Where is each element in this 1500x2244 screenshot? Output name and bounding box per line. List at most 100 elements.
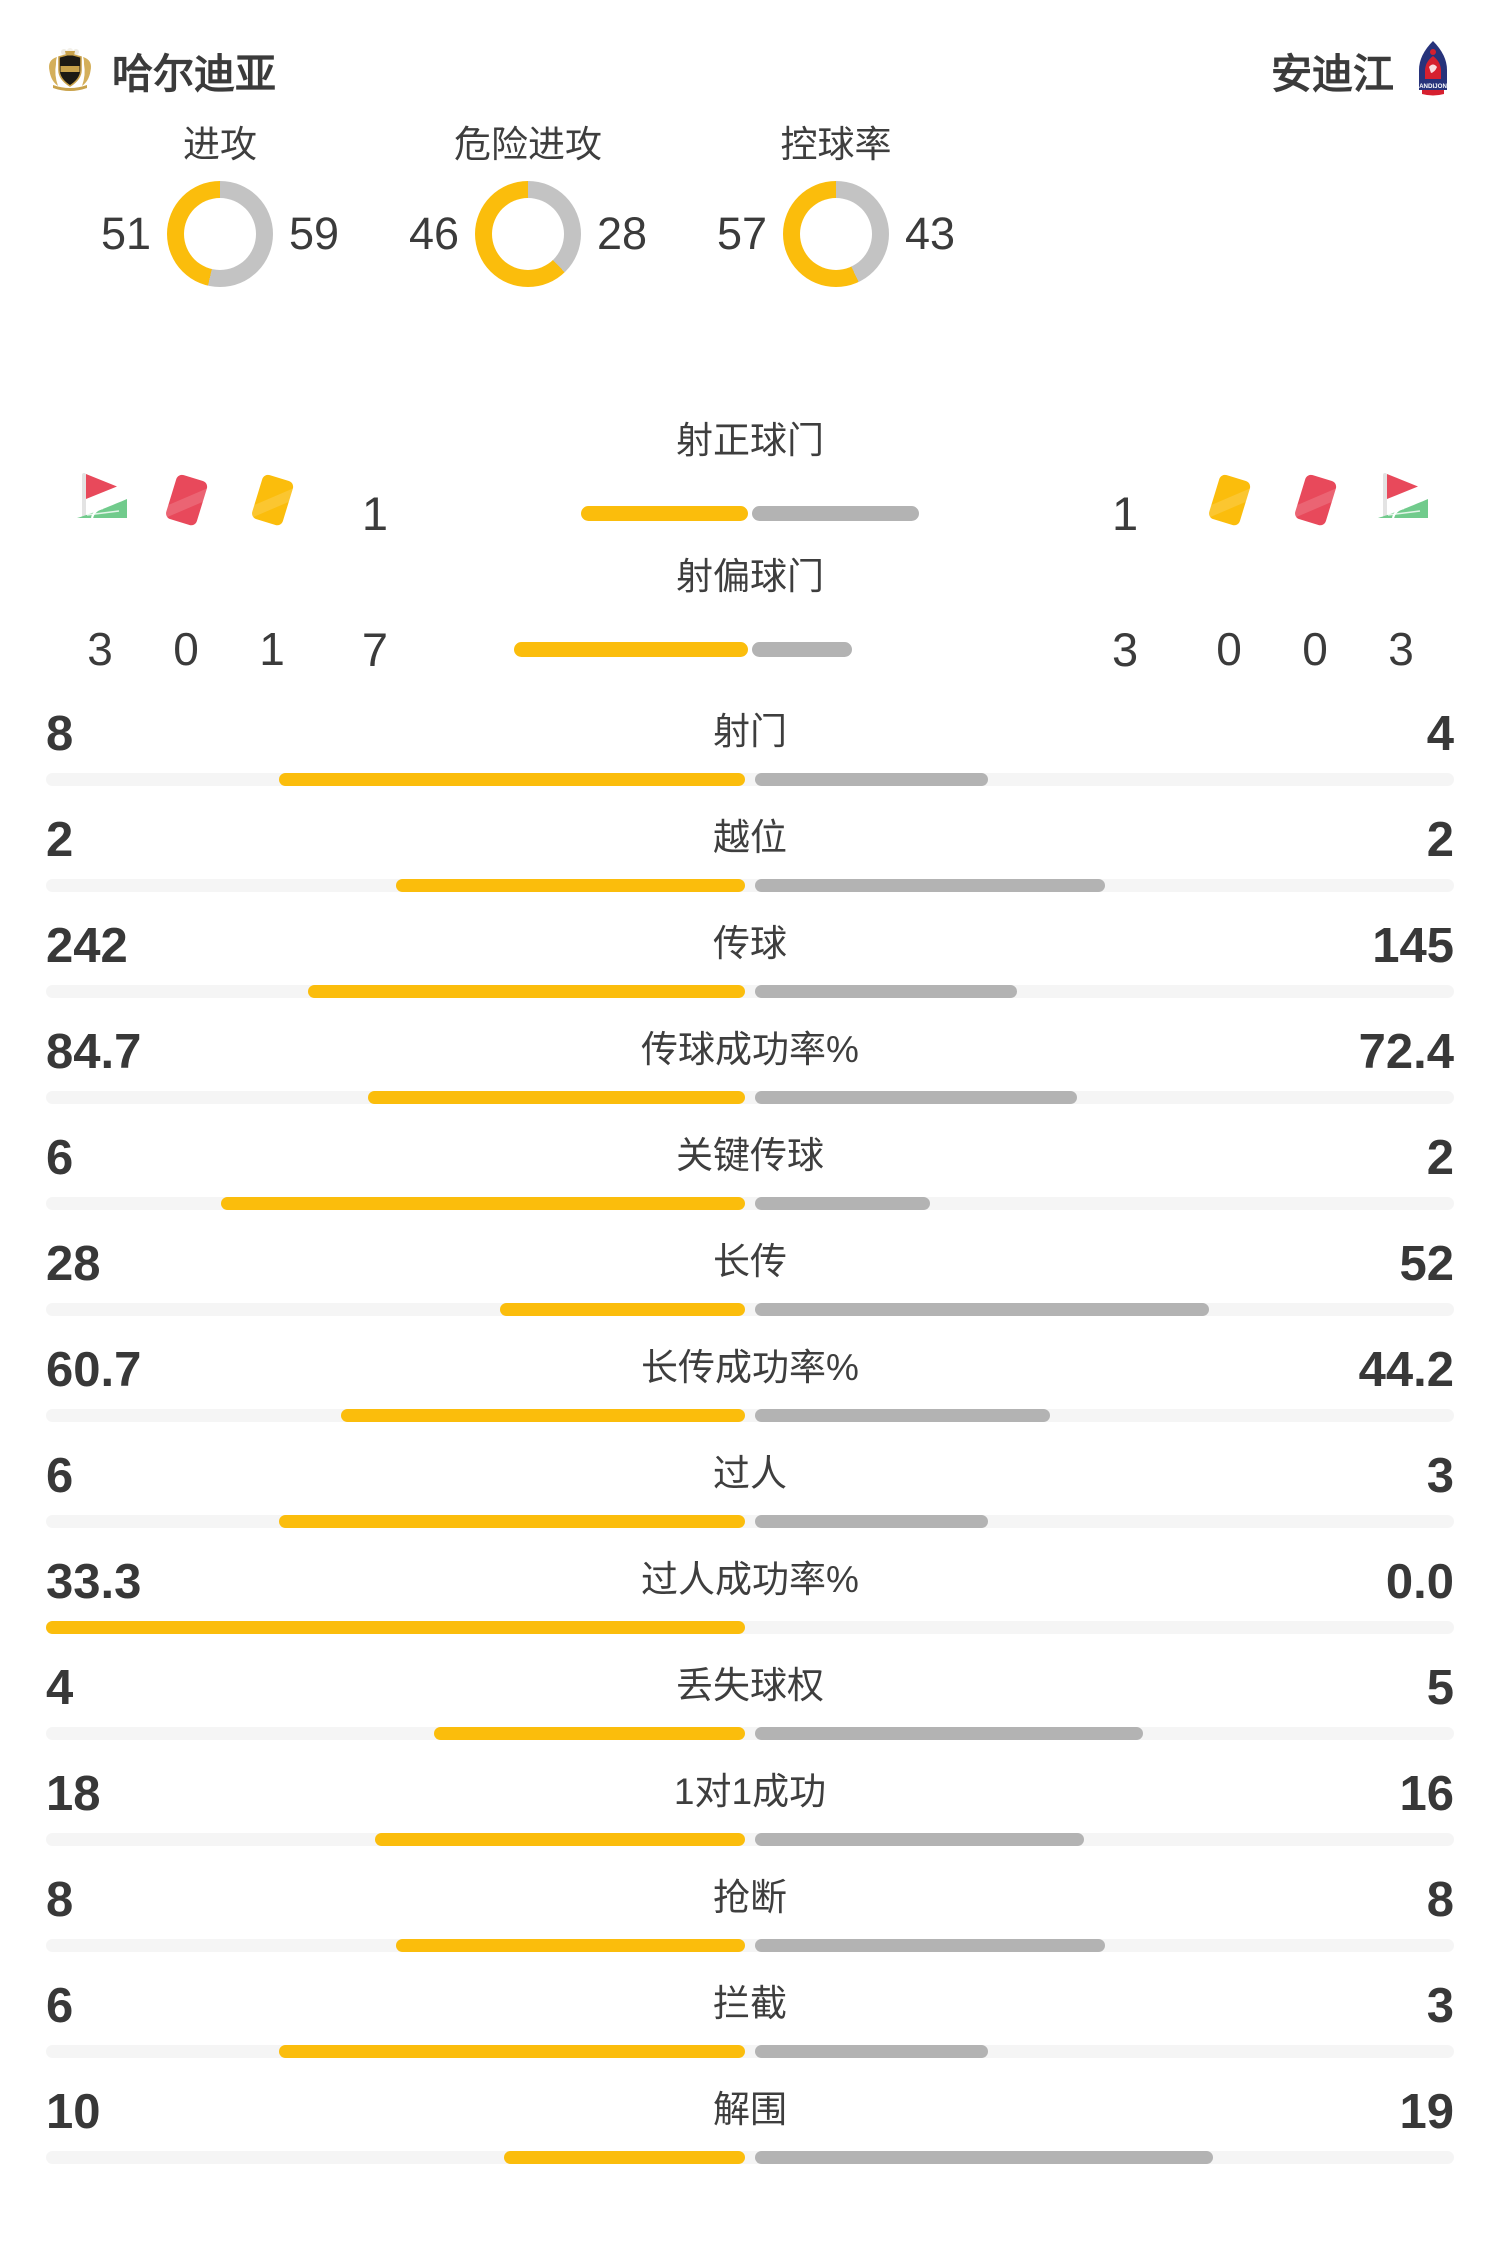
away-stat-bar bbox=[755, 2151, 1213, 2164]
away-stat-value: 72.4 bbox=[1358, 1024, 1454, 1079]
donut-ring bbox=[475, 181, 581, 287]
shots-bar bbox=[414, 505, 1086, 521]
stat-head: 6 过人 3 bbox=[46, 1440, 1454, 1502]
away-stat-value: 2 bbox=[1426, 1130, 1454, 1185]
away-stat-bar bbox=[755, 1091, 1078, 1104]
away-stat-value: 52 bbox=[1399, 1236, 1454, 1291]
stat-head: 2 越位 2 bbox=[46, 804, 1454, 866]
shots-bar-row: 7 3 bbox=[0, 622, 1500, 676]
stat-head: 10 解围 19 bbox=[46, 2076, 1454, 2138]
home-stat-bar bbox=[220, 1197, 745, 1210]
home-team-logo-icon bbox=[44, 47, 96, 93]
home-stat-value: 6 bbox=[46, 1130, 74, 1185]
home-stat-value: 18 bbox=[46, 1766, 101, 1821]
stat-label: 关键传球 bbox=[676, 1135, 824, 1176]
corner-flag-icon bbox=[1378, 473, 1428, 519]
away-stat-value: 3 bbox=[1426, 1978, 1454, 2033]
stat-bar-track bbox=[46, 2045, 1454, 2058]
away-stat-value: 3 bbox=[1426, 1448, 1454, 1503]
stat-bar-track bbox=[46, 1727, 1454, 1740]
stat-row: 6 拦截 3 bbox=[0, 1960, 1500, 2066]
donut-row: 51 59 bbox=[85, 180, 355, 288]
stat-bar-track bbox=[46, 1515, 1454, 1528]
home-yellow-cards-count: 1 bbox=[259, 623, 285, 675]
stat-row: 2 越位 2 bbox=[0, 794, 1500, 900]
home-stat-value: 2 bbox=[46, 812, 74, 867]
stat-label: 长传成功率% bbox=[641, 1347, 859, 1388]
home-stat-value: 28 bbox=[46, 1236, 101, 1291]
home-stat-value: 242 bbox=[46, 918, 128, 973]
home-stat-bar bbox=[434, 1727, 745, 1740]
away-donut-value: 28 bbox=[597, 208, 648, 259]
away-shots-value: 3 bbox=[1112, 622, 1139, 676]
away-discipline-counts: 0 0 3 bbox=[1186, 624, 1444, 674]
donut-ring bbox=[783, 181, 889, 287]
home-donut-value: 57 bbox=[716, 208, 767, 259]
home-stat-bar bbox=[279, 773, 745, 786]
away-shots-bar bbox=[752, 641, 853, 657]
home-stat-value: 8 bbox=[46, 706, 74, 761]
stat-row: 60.7 长传成功率% 44.2 bbox=[0, 1324, 1500, 1430]
home-stat-value: 84.7 bbox=[46, 1024, 142, 1079]
stat-label: 越位 bbox=[713, 817, 787, 858]
stat-row: 84.7 传球成功率% 72.4 bbox=[0, 1006, 1500, 1112]
stat-head: 60.7 长传成功率% 44.2 bbox=[46, 1334, 1454, 1396]
away-stat-value: 16 bbox=[1399, 1766, 1454, 1821]
stat-bar-track bbox=[46, 985, 1454, 998]
away-stat-value: 19 bbox=[1399, 2084, 1454, 2139]
stat-bar-track bbox=[46, 2151, 1454, 2164]
home-team-name: 哈尔迪亚 bbox=[112, 51, 276, 97]
home-stat-value: 6 bbox=[46, 1978, 74, 2033]
stat-label: 长传 bbox=[713, 1241, 787, 1282]
stat-head: 84.7 传球成功率% 72.4 bbox=[46, 1016, 1454, 1078]
donut-group: 危险进攻 46 28 bbox=[374, 122, 682, 288]
away-stat-value: 8 bbox=[1426, 1872, 1454, 1927]
stat-head: 28 长传 52 bbox=[46, 1228, 1454, 1290]
stat-head: 6 拦截 3 bbox=[46, 1970, 1454, 2032]
home-red-cards-count: 0 bbox=[173, 623, 199, 675]
home-stat-bar bbox=[340, 1409, 745, 1422]
corner-flag-icon bbox=[77, 473, 127, 519]
home-stat-bar bbox=[503, 2151, 745, 2164]
away-team-logo-icon: ANDIJON bbox=[1410, 40, 1456, 100]
away-stat-bar bbox=[755, 1727, 1144, 1740]
home-stat-bar bbox=[279, 1515, 745, 1528]
stat-label: 丢失球权 bbox=[676, 1665, 824, 1706]
match-stats-page: 哈尔迪亚 安迪江 ANDIJON 进攻 51 59 危险进攻 46 bbox=[0, 40, 1500, 2172]
donut-row: 57 43 bbox=[701, 180, 971, 288]
stat-row: 6 过人 3 bbox=[0, 1430, 1500, 1536]
stat-bar-track bbox=[46, 1303, 1454, 1316]
home-stat-bar bbox=[374, 1833, 745, 1846]
home-shots-value: 7 bbox=[361, 622, 388, 676]
home-stat-value: 6 bbox=[46, 1448, 74, 1503]
away-donut-value: 59 bbox=[289, 208, 340, 259]
home-stat-bar bbox=[395, 879, 745, 892]
donut-label: 控球率 bbox=[780, 124, 892, 165]
yellow-card-icon bbox=[250, 474, 294, 526]
away-team-name: 安迪江 bbox=[1271, 51, 1394, 97]
stat-bar-track bbox=[46, 1409, 1454, 1422]
red-card-icon bbox=[1293, 474, 1337, 526]
away-shots-value: 1 bbox=[1112, 486, 1139, 540]
stat-label: 1对1成功 bbox=[673, 1771, 827, 1812]
away-team-header[interactable]: 安迪江 ANDIJON bbox=[1271, 40, 1456, 100]
away-stat-bar bbox=[755, 773, 988, 786]
stat-label: 解围 bbox=[713, 2089, 787, 2130]
stat-row: 8 射门 4 bbox=[0, 688, 1500, 794]
stat-label: 过人成功率% bbox=[641, 1559, 859, 1600]
stat-bar-track bbox=[46, 1939, 1454, 1952]
away-stat-value: 44.2 bbox=[1358, 1342, 1454, 1397]
stat-label: 拦截 bbox=[713, 1983, 787, 2024]
away-stat-value: 145 bbox=[1372, 918, 1454, 973]
donut-row: 46 28 bbox=[393, 180, 663, 288]
away-stat-bar bbox=[755, 879, 1105, 892]
home-shots-value: 1 bbox=[361, 486, 388, 540]
away-logo-text: ANDIJON bbox=[1419, 83, 1447, 90]
home-team-header[interactable]: 哈尔迪亚 bbox=[44, 40, 276, 100]
donut-label: 进攻 bbox=[183, 124, 257, 165]
away-stat-bar bbox=[755, 1833, 1084, 1846]
overview-donut-charts: 进攻 51 59 危险进攻 46 28 控球率 57 43 bbox=[0, 122, 1500, 288]
away-stat-value: 0.0 bbox=[1385, 1554, 1454, 1609]
stats-list: 8 射门 4 2 越位 2 242 传球 145 84.7 bbox=[0, 688, 1500, 2172]
stat-head: 18 1对1成功 16 bbox=[46, 1758, 1454, 1820]
